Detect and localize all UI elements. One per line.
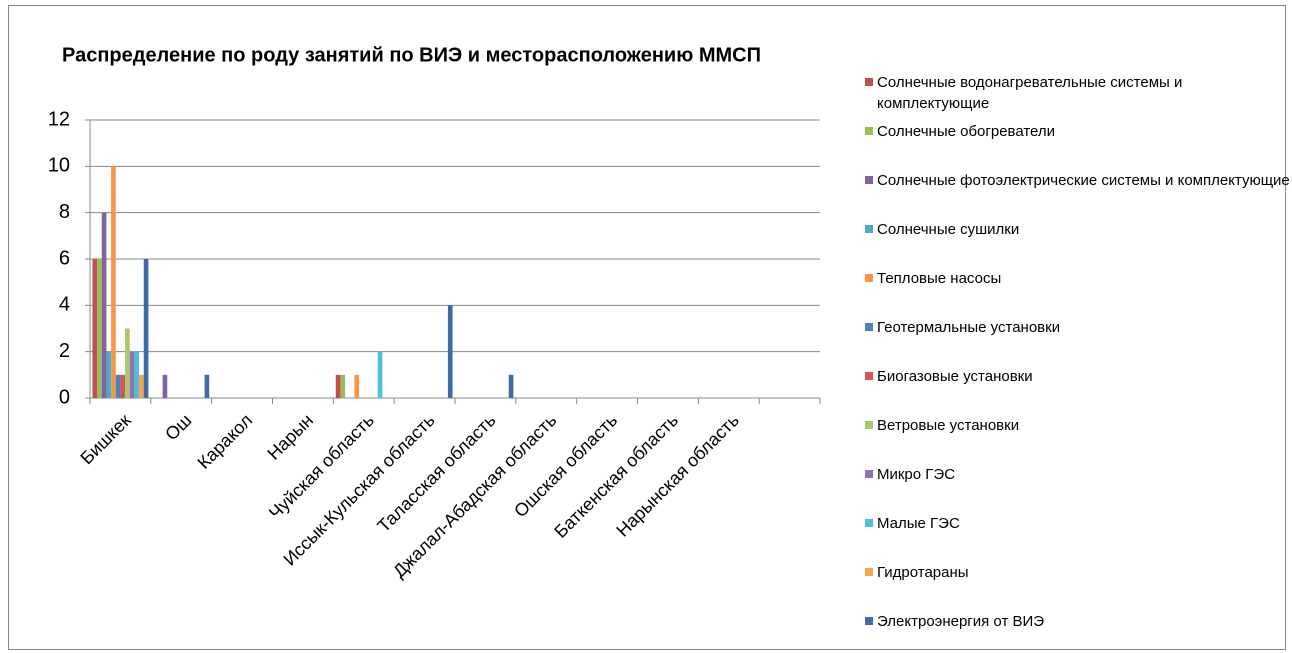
x-tick-label: Таласская область <box>373 410 499 536</box>
bar <box>340 374 346 398</box>
bar <box>120 374 126 398</box>
bar <box>134 351 140 398</box>
legend-label: Биогазовые установки <box>877 368 1033 385</box>
y-tick-label: 4 <box>59 294 70 316</box>
legend-label: Геотермальные установки <box>877 319 1061 336</box>
legend-label: Солнечные сушилки <box>877 221 1020 238</box>
legend-item: Солнечные обогреватели <box>865 121 1290 142</box>
y-tick-label: 8 <box>59 201 70 223</box>
legend-swatch <box>865 323 873 331</box>
legend-label: Электроэнергия от ВИЭ <box>877 613 1045 630</box>
legend-swatch <box>865 127 873 135</box>
legend-item: Солнечные фотоэлектрические системы и ко… <box>865 170 1290 191</box>
legend-item: Электроэнергия от ВИЭ <box>865 611 1290 632</box>
x-tick-label: Нарын <box>263 410 317 464</box>
bar <box>106 351 112 398</box>
bar <box>139 374 144 398</box>
legend-label: Ветровые установки <box>877 417 1020 434</box>
legend-label: Солнечные водонагревательные системы и к… <box>877 74 1183 112</box>
bar <box>129 351 135 398</box>
legend-swatch <box>865 225 873 233</box>
bar <box>125 328 130 398</box>
legend-item: Ветровые установки <box>865 415 1290 436</box>
legend-label: Микро ГЭС <box>877 466 956 483</box>
x-tick-label: Чуйская область <box>265 410 378 523</box>
bar <box>101 212 107 398</box>
y-tick-label: 12 <box>48 108 70 130</box>
bar <box>111 166 116 398</box>
bar <box>143 259 149 398</box>
bar <box>335 374 341 398</box>
chart-border <box>8 5 1286 650</box>
y-tick-label: 2 <box>59 340 70 362</box>
legend-label: Малые ГЭС <box>877 515 960 532</box>
bar <box>508 374 514 398</box>
legend-swatch <box>865 78 873 86</box>
legend-item: Малые ГЭС <box>865 513 1290 534</box>
y-tick-label: 10 <box>48 155 70 177</box>
legend-item: Микро ГЭС <box>865 464 1290 485</box>
legend-swatch <box>865 421 873 429</box>
x-tick-label: Бишкек <box>76 410 134 468</box>
legend-item: Солнечные водонагревательные системы и к… <box>865 72 1290 114</box>
legend-swatch <box>865 274 873 282</box>
legend-swatch <box>865 519 873 527</box>
legend-swatch <box>865 568 873 576</box>
bar <box>115 374 121 398</box>
bar <box>377 351 383 398</box>
bar <box>162 374 168 398</box>
legend-item: Биогазовые установки <box>865 366 1290 387</box>
y-tick-label: 6 <box>59 247 70 269</box>
legend-item: Солнечные сушилки <box>865 219 1290 240</box>
legend-swatch <box>865 372 873 380</box>
legend-label: Тепловые насосы <box>877 270 1002 287</box>
x-tick-label: Каракол <box>194 410 257 473</box>
legend-swatch <box>865 176 873 184</box>
x-tick-label: Ошская область <box>510 410 621 521</box>
legend-item: Геотермальные установки <box>865 317 1290 338</box>
chart-title: Распределение по роду занятий по ВИЭ и м… <box>62 44 761 66</box>
bar <box>204 374 210 398</box>
bar <box>92 259 98 398</box>
legend-swatch <box>865 470 873 478</box>
bar <box>97 259 102 398</box>
legend-item: Тепловые насосы <box>865 268 1290 289</box>
legend-item: Гидротараны <box>865 562 1290 583</box>
legend-label: Солнечные обогреватели <box>877 123 1056 140</box>
x-tick-label: Ош <box>161 410 195 444</box>
legend-label: Гидротараны <box>877 564 969 581</box>
bar <box>354 374 360 398</box>
legend-label: Солнечные фотоэлектрические системы и ко… <box>877 172 1290 189</box>
y-tick-label: 0 <box>59 386 70 408</box>
bar <box>447 305 453 398</box>
x-tick-label: Нарынская область <box>612 410 743 541</box>
legend-swatch <box>865 617 873 625</box>
